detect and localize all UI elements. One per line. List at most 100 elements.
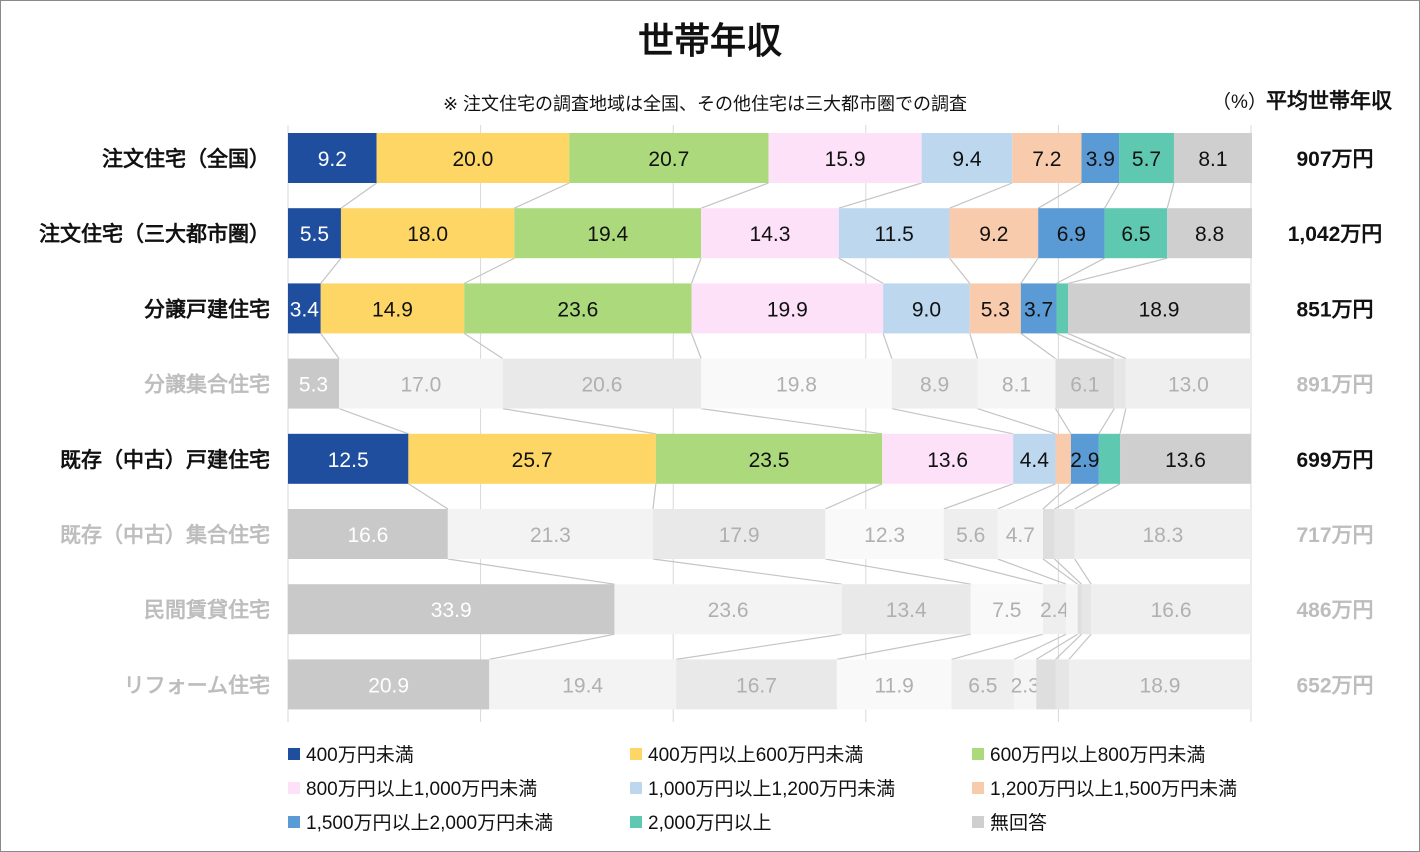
- legend-label: 1,500万円以上2,000万円未満: [306, 813, 554, 834]
- data-label: 19.4: [562, 674, 603, 697]
- connector-line: [690, 333, 702, 359]
- bar-segment-1: [288, 208, 341, 259]
- connector-line: [1042, 483, 1072, 510]
- data-label: 23.5: [749, 449, 790, 472]
- average-income-value: 907万円: [1296, 148, 1373, 171]
- data-label: 15.9: [825, 148, 866, 171]
- connector-line: [652, 483, 657, 510]
- connector-line: [1056, 257, 1105, 284]
- data-label: 13.0: [1168, 374, 1209, 397]
- legend-label: 800万円以上1,000万円未満: [306, 779, 538, 800]
- bar-segment-2: [614, 584, 842, 635]
- bar-segment-8: [1054, 509, 1075, 559]
- legend-label: 1,000万円以上1,200万円未満: [648, 779, 896, 800]
- bar-segment-6: [949, 208, 1039, 259]
- bar-segment-5: [883, 283, 970, 334]
- bar-segment-7: [1070, 433, 1099, 484]
- data-label: 13.4: [886, 599, 927, 622]
- bar-segment-3: [676, 659, 837, 710]
- connector-line: [1074, 558, 1092, 585]
- connector-line: [891, 408, 1014, 435]
- data-label: 16.6: [1151, 599, 1192, 622]
- connector-line: [943, 483, 1014, 510]
- bar-segment-2: [320, 283, 465, 334]
- data-label: 20.6: [582, 374, 623, 397]
- legend-item: 1,000万円以上1,200万円未満: [630, 774, 895, 801]
- connector-line: [838, 182, 922, 209]
- average-income-value: 699万円: [1296, 449, 1373, 472]
- data-label: 2.3: [1011, 674, 1040, 697]
- data-label: 9.4: [952, 148, 982, 171]
- data-label: 5.5: [300, 223, 329, 246]
- bar-segment-8: [1055, 659, 1069, 710]
- connector-line: [1067, 257, 1168, 284]
- connector-line: [1067, 332, 1127, 360]
- connector-line: [489, 633, 615, 660]
- bar-segment-8: [1114, 358, 1126, 409]
- legend-label: 400万円以上600万円未満: [648, 745, 864, 766]
- data-label: 8.8: [1195, 223, 1224, 246]
- connector-line: [1054, 558, 1082, 585]
- connector-line: [1166, 182, 1175, 209]
- bar-segment-4: [836, 659, 952, 710]
- legend-swatch: [630, 815, 642, 828]
- legend-swatch: [630, 781, 642, 794]
- data-label: 5.6: [956, 524, 985, 547]
- connector-line: [825, 483, 883, 510]
- bar-segment-9: [1167, 208, 1252, 259]
- bar-segment-1: [288, 133, 377, 183]
- bar-segment-1: [288, 358, 340, 409]
- bar-segment-4: [970, 584, 1043, 635]
- legend-item: 1,200万円以上1,500万円未満: [972, 774, 1237, 801]
- connector-line: [882, 333, 893, 359]
- bar-segment-5: [943, 509, 998, 559]
- bar-segment-6: [969, 283, 1021, 334]
- connector-line: [1055, 633, 1082, 660]
- bar-segment-3: [514, 208, 702, 259]
- connector-line: [1074, 483, 1121, 510]
- bar-segment-3: [655, 433, 883, 484]
- bar-segment-2: [489, 659, 677, 710]
- legend-item: 800万円以上1,000万円未満: [288, 774, 537, 801]
- connector-line: [1119, 408, 1127, 434]
- data-label: 14.9: [372, 298, 413, 321]
- data-label: 6.9: [1057, 223, 1086, 246]
- data-label: 33.9: [431, 599, 472, 622]
- category-label: 民間賃貸住宅: [144, 598, 270, 622]
- bar-segment-4: [882, 433, 1014, 484]
- connector-line: [502, 408, 656, 435]
- data-label: 17.0: [400, 374, 441, 397]
- bar-segment-7: [1042, 509, 1055, 559]
- bar-segment-5: [1042, 584, 1067, 635]
- data-label: 14.3: [750, 223, 791, 246]
- connector-line: [1042, 558, 1079, 585]
- data-label: 12.5: [328, 449, 369, 472]
- data-label: 13.6: [1165, 449, 1206, 472]
- legend-item: 2,000万円以上: [630, 808, 772, 835]
- bar-segment-9: [1173, 133, 1252, 183]
- chart-title: 世帯年収: [637, 20, 782, 61]
- connector-line: [1054, 483, 1100, 510]
- data-label: 11.5: [875, 223, 914, 246]
- connector-line: [340, 182, 377, 209]
- data-label: 20.0: [452, 148, 493, 171]
- connector-line: [1068, 633, 1092, 660]
- data-label: 18.9: [1140, 674, 1181, 697]
- category-label: 既存（中古）戸建住宅: [60, 448, 270, 472]
- data-label: 3.7: [1024, 298, 1053, 321]
- average-income-value: 891万円: [1296, 374, 1373, 397]
- average-income-header: 平均世帯年収: [1266, 90, 1392, 113]
- connector-line: [690, 257, 702, 284]
- connector-line: [1035, 633, 1078, 660]
- data-label: 23.6: [708, 599, 749, 622]
- connector-line: [977, 408, 1056, 435]
- data-label: 7.5: [992, 599, 1021, 622]
- data-label: 5.7: [1132, 148, 1161, 171]
- data-label: 9.0: [912, 298, 941, 321]
- bar-segment-2: [339, 358, 503, 409]
- bar-segment-8: [1119, 133, 1174, 183]
- bar-segment-6: [1055, 433, 1071, 484]
- data-label: 3.4: [290, 298, 320, 321]
- data-label: 17.9: [719, 524, 760, 547]
